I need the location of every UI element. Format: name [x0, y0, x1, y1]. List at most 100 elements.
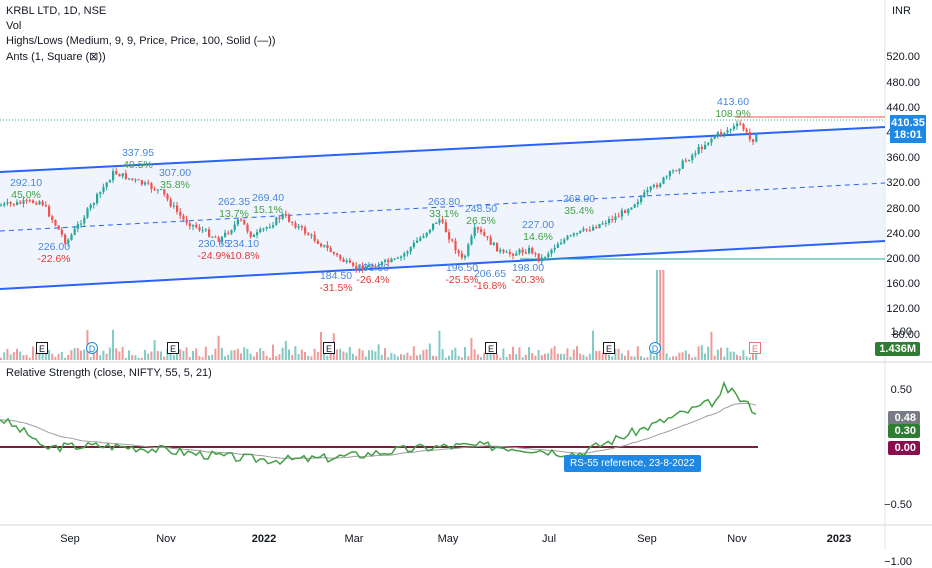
pivot-label: 206.65 -16.8% [473, 268, 506, 292]
volume-bar [710, 331, 713, 360]
candle-body [704, 144, 707, 150]
dividend-marker[interactable]: D [86, 342, 98, 354]
candle-body [9, 202, 12, 204]
rs-legend[interactable]: Relative Strength (close, NIFTY, 55, 5, … [6, 367, 212, 379]
volume-bar [342, 351, 345, 360]
volume-bar [441, 349, 444, 360]
ants-legend[interactable]: Ants (1, Square (⊠)) [6, 51, 106, 63]
volume-bar [544, 353, 546, 360]
earnings-marker[interactable]: E [36, 342, 48, 354]
candle-body [553, 247, 556, 250]
volume-bar [412, 346, 415, 360]
volume-bar [540, 355, 543, 360]
earnings-marker[interactable]: E [603, 342, 615, 354]
candle-body [457, 250, 460, 254]
volume-bar [89, 357, 92, 360]
pivot-price: 248.50 [464, 203, 498, 215]
time-axis-tick: Nov [156, 533, 176, 545]
volume-bar [262, 350, 265, 360]
volume-bar [572, 349, 575, 360]
volume-bar [195, 348, 198, 360]
candle-body [115, 171, 118, 175]
volume-bar [483, 352, 486, 360]
volume-bar [556, 353, 559, 360]
candle-body [736, 123, 739, 127]
pivot-label: 262.35 13.7% [218, 196, 250, 220]
chart-title[interactable]: KRBL LTD, 1D, NSE [6, 5, 107, 17]
volume-bar [35, 352, 38, 360]
candle-body [0, 205, 3, 207]
pivot-price: 206.65 [473, 268, 507, 280]
candle-body [156, 189, 159, 191]
volume-bar [425, 349, 428, 360]
candle-body [681, 160, 684, 169]
candle-body [259, 229, 262, 233]
volume-bar [259, 348, 262, 360]
volume-bar [105, 353, 108, 360]
volume-bar [396, 356, 399, 360]
candle-body [131, 178, 134, 180]
dividend-marker[interactable]: D [649, 342, 661, 354]
volume-bar [291, 355, 294, 360]
candle-body [492, 242, 495, 245]
candle-body [400, 256, 403, 258]
vol-legend[interactable]: Vol [6, 20, 22, 32]
volume-bar [524, 354, 527, 360]
volume-bar [16, 348, 18, 360]
volume-bar [672, 356, 674, 360]
candle-body [35, 202, 38, 205]
candle-body [611, 219, 614, 221]
earnings-marker[interactable]: E [749, 342, 761, 354]
volume-bar [470, 338, 473, 360]
volume-bar [121, 346, 124, 360]
volume-bar [115, 348, 118, 360]
candle-body [48, 206, 51, 217]
earnings-marker[interactable]: E [167, 342, 179, 354]
candle-body [323, 244, 326, 247]
volume-bar [153, 340, 156, 360]
volume-bar [457, 355, 460, 360]
pivot-percent: -16.8% [473, 280, 507, 292]
candle-body [627, 209, 630, 214]
pivot-label: 227.00 14.6% [522, 219, 554, 243]
earnings-marker[interactable]: E [485, 342, 497, 354]
time-axis-tick: Mar [344, 533, 364, 545]
volume-bar [422, 350, 425, 360]
rs-ma-line [0, 402, 757, 459]
candle-body [73, 228, 76, 235]
volume-bar [659, 270, 662, 360]
candle-body [224, 232, 227, 237]
candle-body [140, 180, 143, 185]
volume-bar [512, 346, 514, 360]
volume-bar [198, 356, 201, 360]
volume-bar [745, 356, 748, 360]
highs-lows-legend[interactable]: Highs/Lows (Medium, 9, 9, Price, Price, … [6, 35, 276, 47]
rs-axis-tick: 0.50 [890, 383, 912, 396]
candle-body [76, 224, 79, 229]
volume-bar [467, 356, 470, 360]
candle-body [547, 253, 550, 258]
volume-bar [358, 348, 361, 360]
volume-bar [720, 347, 722, 360]
candle-body [240, 219, 243, 221]
candle-body [217, 237, 220, 242]
candle-body [25, 200, 28, 202]
pivot-price: 184.50 [319, 270, 353, 282]
chart-canvas[interactable] [0, 0, 932, 550]
candle-body [374, 265, 377, 268]
volume-bar [697, 346, 700, 360]
volume-bar [380, 354, 383, 360]
volume-bar [742, 350, 745, 360]
candle-body [108, 180, 111, 183]
volume-bar [214, 348, 217, 360]
volume-bar [403, 354, 406, 360]
volume-bar [188, 356, 191, 360]
candle-body [182, 215, 185, 220]
candle-body [489, 237, 492, 245]
volume-bar [140, 357, 143, 360]
earnings-marker[interactable]: E [323, 342, 335, 354]
pivot-label: 248.50 26.5% [465, 203, 497, 227]
volume-bar [566, 348, 569, 360]
volume-bar [480, 357, 482, 360]
volume-bar [182, 351, 185, 360]
